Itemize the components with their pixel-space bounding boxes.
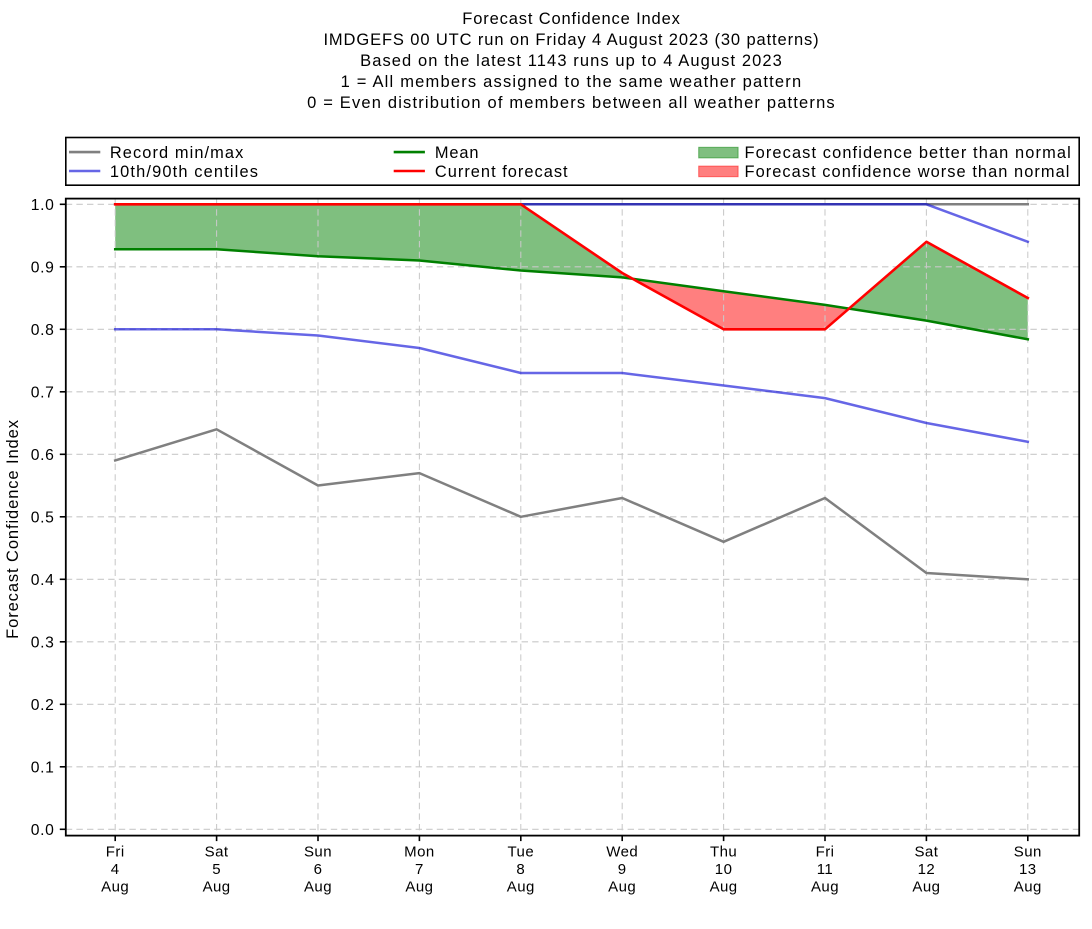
svg-text:Aug: Aug [1014, 879, 1042, 896]
svg-text:9: 9 [618, 861, 627, 878]
svg-text:Forecast confidence worse than: Forecast confidence worse than normal [745, 163, 1071, 181]
svg-text:Aug: Aug [203, 879, 231, 896]
svg-text:0.7: 0.7 [31, 384, 55, 401]
svg-text:10: 10 [715, 861, 733, 878]
svg-text:0.3: 0.3 [31, 634, 55, 651]
svg-text:0.8: 0.8 [31, 322, 55, 339]
svg-text:Forecast Confidence Index: Forecast Confidence Index [4, 419, 22, 639]
svg-text:Record min/max: Record min/max [110, 144, 245, 162]
svg-text:13: 13 [1019, 861, 1037, 878]
svg-text:5: 5 [212, 861, 221, 878]
svg-text:Fri: Fri [106, 843, 125, 860]
svg-text:Wed: Wed [606, 843, 638, 860]
svg-text:0.6: 0.6 [31, 447, 55, 464]
svg-text:0.5: 0.5 [31, 509, 55, 526]
svg-text:11: 11 [817, 861, 833, 878]
svg-text:Tue: Tue [507, 843, 534, 860]
svg-text:Based on the latest 1143 runs: Based on the latest 1143 runs up to 4 Au… [360, 52, 783, 70]
svg-text:Thu: Thu [710, 843, 737, 860]
svg-text:IMDGEFS 00 UTC run on Friday 4: IMDGEFS 00 UTC run on Friday 4 August 20… [323, 31, 819, 49]
svg-text:0.2: 0.2 [31, 697, 55, 714]
svg-text:Sat: Sat [914, 843, 938, 860]
svg-text:0.4: 0.4 [31, 572, 55, 589]
svg-text:Aug: Aug [710, 879, 738, 896]
svg-text:Mean: Mean [435, 144, 480, 162]
svg-text:0.1: 0.1 [31, 759, 55, 776]
svg-text:Forecast Confidence Index: Forecast Confidence Index [462, 10, 680, 28]
svg-text:0 = Even distribution of membe: 0 = Even distribution of members between… [307, 94, 836, 112]
svg-text:Sun: Sun [304, 843, 332, 860]
svg-text:0.0: 0.0 [31, 822, 55, 839]
svg-text:Aug: Aug [405, 879, 433, 896]
svg-text:Aug: Aug [608, 879, 636, 896]
svg-text:Sun: Sun [1014, 843, 1042, 860]
svg-text:0.9: 0.9 [31, 259, 55, 276]
svg-text:Aug: Aug [101, 879, 129, 896]
svg-text:7: 7 [415, 861, 424, 878]
svg-text:1 = All members assigned to th: 1 = All members assigned to the same wea… [341, 73, 803, 91]
svg-text:Sat: Sat [205, 843, 229, 860]
svg-text:Forecast confidence better tha: Forecast confidence better than normal [745, 144, 1072, 162]
svg-text:8: 8 [516, 861, 525, 878]
svg-text:Aug: Aug [304, 879, 332, 896]
svg-text:Current forecast: Current forecast [435, 163, 569, 181]
svg-text:Aug: Aug [507, 879, 535, 896]
svg-text:10th/90th centiles: 10th/90th centiles [110, 163, 259, 181]
svg-text:Aug: Aug [912, 879, 940, 896]
svg-text:Fri: Fri [816, 843, 835, 860]
svg-text:Mon: Mon [404, 843, 435, 860]
svg-text:1.0: 1.0 [31, 197, 55, 214]
svg-text:4: 4 [111, 861, 120, 878]
svg-text:12: 12 [918, 861, 936, 878]
svg-text:6: 6 [314, 861, 323, 878]
svg-text:Aug: Aug [811, 879, 839, 896]
